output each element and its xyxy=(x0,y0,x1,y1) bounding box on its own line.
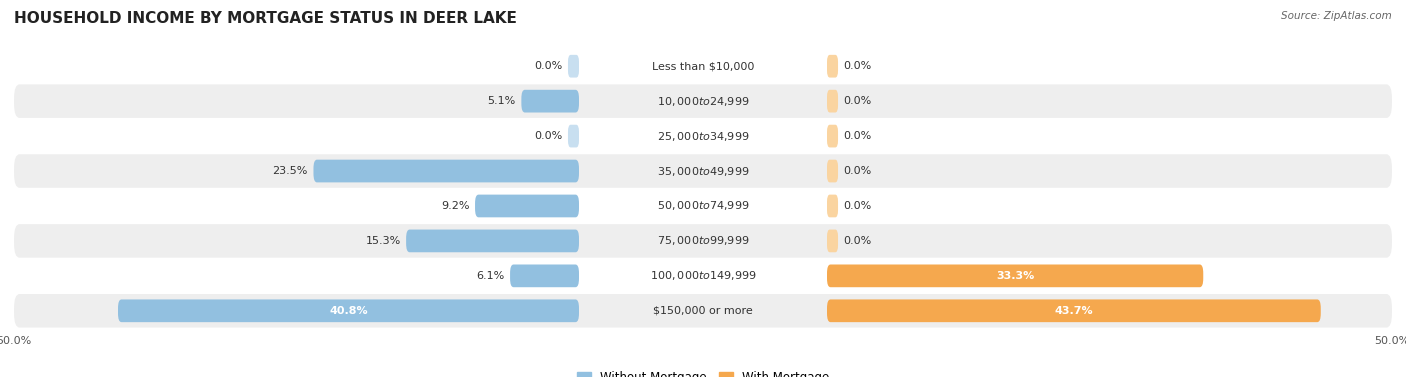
Text: 0.0%: 0.0% xyxy=(844,166,872,176)
FancyBboxPatch shape xyxy=(827,55,838,78)
Text: 40.8%: 40.8% xyxy=(329,306,368,316)
Text: 0.0%: 0.0% xyxy=(844,201,872,211)
FancyBboxPatch shape xyxy=(568,55,579,78)
Text: Source: ZipAtlas.com: Source: ZipAtlas.com xyxy=(1281,11,1392,21)
FancyBboxPatch shape xyxy=(475,195,579,217)
FancyBboxPatch shape xyxy=(827,125,838,147)
FancyBboxPatch shape xyxy=(827,230,838,252)
FancyBboxPatch shape xyxy=(827,195,838,217)
FancyBboxPatch shape xyxy=(14,154,1392,188)
FancyBboxPatch shape xyxy=(14,294,1392,328)
FancyBboxPatch shape xyxy=(14,189,1392,223)
FancyBboxPatch shape xyxy=(827,299,1320,322)
FancyBboxPatch shape xyxy=(118,299,579,322)
FancyBboxPatch shape xyxy=(14,49,1392,83)
Text: $75,000 to $99,999: $75,000 to $99,999 xyxy=(657,234,749,247)
FancyBboxPatch shape xyxy=(14,224,1392,258)
Text: $150,000 or more: $150,000 or more xyxy=(654,306,752,316)
Text: 0.0%: 0.0% xyxy=(844,61,872,71)
Text: HOUSEHOLD INCOME BY MORTGAGE STATUS IN DEER LAKE: HOUSEHOLD INCOME BY MORTGAGE STATUS IN D… xyxy=(14,11,517,26)
FancyBboxPatch shape xyxy=(510,265,579,287)
Text: $35,000 to $49,999: $35,000 to $49,999 xyxy=(657,164,749,178)
FancyBboxPatch shape xyxy=(314,160,579,182)
Text: $100,000 to $149,999: $100,000 to $149,999 xyxy=(650,269,756,282)
Text: 15.3%: 15.3% xyxy=(366,236,401,246)
Text: $50,000 to $74,999: $50,000 to $74,999 xyxy=(657,199,749,213)
Text: $10,000 to $24,999: $10,000 to $24,999 xyxy=(657,95,749,108)
Text: 0.0%: 0.0% xyxy=(844,96,872,106)
Text: 33.3%: 33.3% xyxy=(995,271,1035,281)
FancyBboxPatch shape xyxy=(14,119,1392,153)
Text: 6.1%: 6.1% xyxy=(477,271,505,281)
Text: 0.0%: 0.0% xyxy=(844,236,872,246)
FancyBboxPatch shape xyxy=(406,230,579,252)
FancyBboxPatch shape xyxy=(14,84,1392,118)
Text: 0.0%: 0.0% xyxy=(534,61,562,71)
Text: 0.0%: 0.0% xyxy=(844,131,872,141)
FancyBboxPatch shape xyxy=(14,259,1392,293)
Text: 0.0%: 0.0% xyxy=(534,131,562,141)
Text: 5.1%: 5.1% xyxy=(488,96,516,106)
FancyBboxPatch shape xyxy=(827,90,838,112)
Text: Less than $10,000: Less than $10,000 xyxy=(652,61,754,71)
FancyBboxPatch shape xyxy=(827,160,838,182)
Text: 43.7%: 43.7% xyxy=(1054,306,1094,316)
Text: 9.2%: 9.2% xyxy=(441,201,470,211)
FancyBboxPatch shape xyxy=(568,125,579,147)
FancyBboxPatch shape xyxy=(522,90,579,112)
Legend: Without Mortgage, With Mortgage: Without Mortgage, With Mortgage xyxy=(572,366,834,377)
Text: $25,000 to $34,999: $25,000 to $34,999 xyxy=(657,130,749,143)
FancyBboxPatch shape xyxy=(827,265,1204,287)
Text: 23.5%: 23.5% xyxy=(273,166,308,176)
